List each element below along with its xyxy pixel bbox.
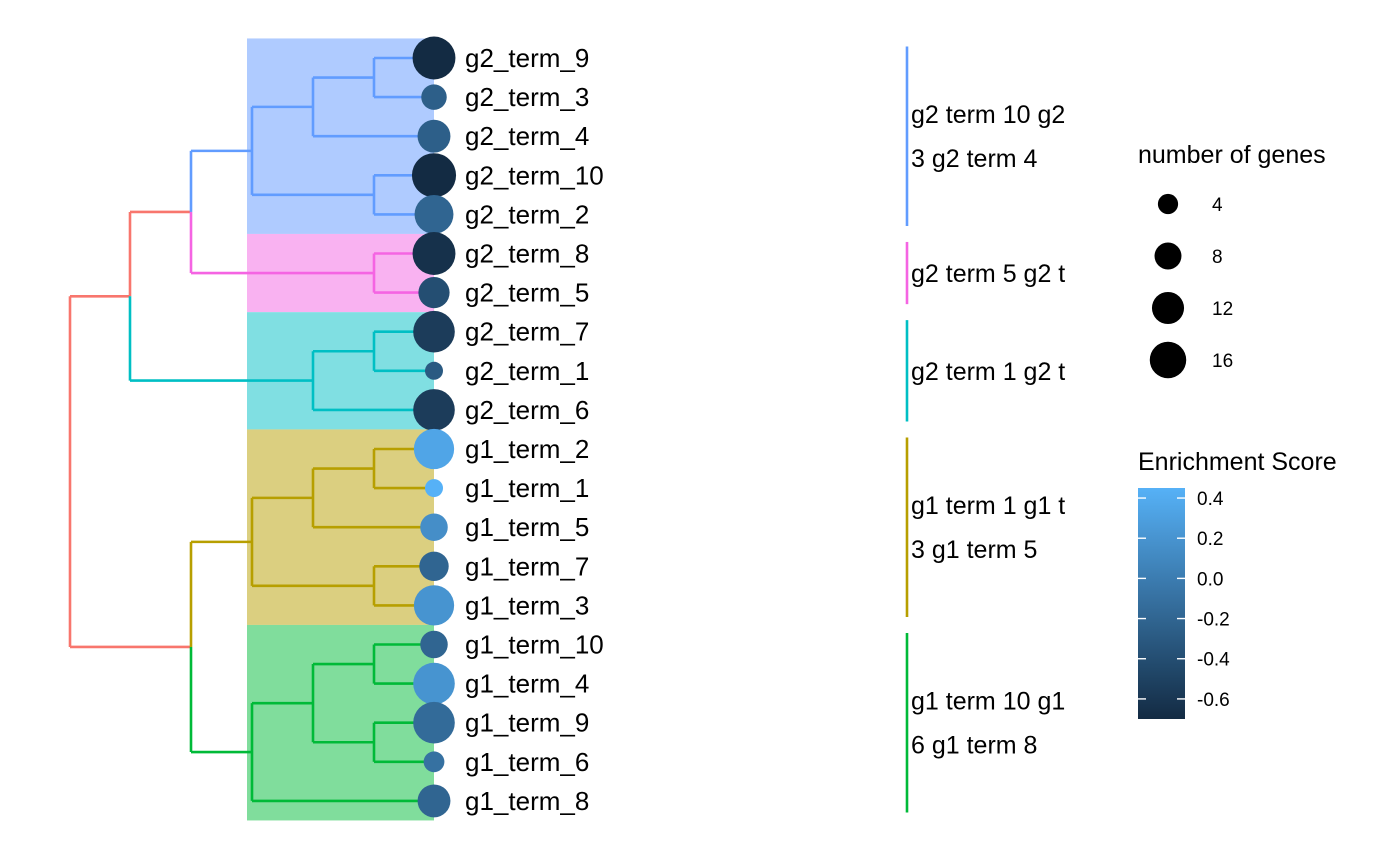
leaf-label: g2_term_6 [465, 395, 589, 425]
leaf-point [424, 361, 444, 380]
color-legend-label: -0.6 [1197, 690, 1230, 711]
leaf-point [417, 119, 451, 153]
size-legend-label: 12 [1212, 299, 1233, 320]
size-legend-title: number of genes [1138, 141, 1326, 169]
cluster-annotation-layer: g2 term 10 g2 3 g2 term 4 g2 term 5 g2 t g2… [905, 46, 1065, 813]
leaf-label: g2_term_9 [465, 43, 589, 73]
cluster-label-line: g2 term 10 g2 [911, 101, 1065, 129]
leaf-label: g2_term_3 [465, 82, 589, 112]
leaf-label: g1_term_5 [465, 512, 589, 542]
leaf-label: g1_term_1 [465, 473, 589, 503]
size-legend: number of genes 4 8 12 16 [1138, 141, 1326, 379]
leaf-point [413, 585, 455, 626]
cluster-label-line: 6 g1 term 8 [911, 732, 1037, 760]
leaf-label: g1_term_3 [465, 590, 589, 620]
leaf-label: g2_term_4 [465, 121, 589, 151]
leaf-point [413, 662, 455, 705]
size-legend-label: 8 [1212, 247, 1223, 268]
size-legend-key [1151, 291, 1185, 325]
leaf-label: g1_term_2 [465, 434, 589, 464]
leaf-point [420, 630, 448, 659]
leaf-label: g1_term_9 [465, 708, 589, 738]
leaf-label: g2_term_8 [465, 239, 589, 269]
leaf-label: g2_term_5 [465, 278, 589, 308]
color-bar [1138, 488, 1185, 719]
cluster-label-line: g2 term 1 g2 t [911, 358, 1065, 386]
size-legend-key [1154, 242, 1182, 270]
leaf-point [421, 84, 447, 110]
color-legend-label: -0.2 [1197, 610, 1230, 631]
leaf-point [413, 428, 455, 470]
leaf-label: g1_term_8 [465, 786, 589, 816]
leaf-label: g1_term_10 [465, 630, 604, 660]
cluster-label-line: g1 term 1 g1 t [911, 492, 1065, 520]
leaf-label: g2_term_1 [465, 356, 589, 386]
leaf-label: g2_term_7 [465, 317, 589, 347]
color-legend-label: -0.4 [1197, 650, 1230, 671]
leaf-label: g1_term_7 [465, 551, 589, 581]
leaf-point [413, 310, 455, 353]
leaf-point [420, 513, 448, 541]
color-legend-label: 0.4 [1197, 489, 1224, 510]
leaf-point [414, 194, 454, 234]
size-legend-label: 16 [1212, 351, 1233, 372]
size-legend-key [1157, 193, 1179, 215]
leaf-label: g1_term_6 [465, 747, 589, 777]
leaf-point [413, 701, 455, 744]
cluster-label-line: 3 g1 term 5 [911, 536, 1037, 564]
cluster-label-line: 3 g2 term 4 [911, 145, 1038, 173]
leaf-point [413, 389, 455, 431]
leaf-point [419, 551, 449, 582]
leaf-point [411, 153, 457, 198]
cluster-background-layer [247, 38, 434, 821]
leaf-point [424, 479, 444, 498]
color-legend-label: 0.0 [1197, 569, 1223, 590]
cluster-label-line: g1 term 10 g1 [911, 688, 1065, 716]
leaf-label: g2_term_10 [465, 160, 604, 190]
leaf-point [417, 784, 451, 818]
leaf-point [412, 36, 456, 80]
leaf-label: g2_term_2 [465, 199, 589, 229]
leaf-labels-layer: g2_term_9 g2_term_3 g2_term_4 g2_term_10 g2_… [465, 43, 604, 816]
leaf-point [418, 277, 450, 309]
leaf-point [423, 751, 445, 773]
points-layer [411, 36, 457, 818]
leaf-label: g1_term_4 [465, 669, 589, 699]
size-legend-label: 4 [1212, 195, 1223, 216]
color-legend-label: 0.2 [1197, 529, 1223, 550]
size-legend-key [1149, 341, 1187, 379]
color-legend-title: Enrichment Score [1138, 448, 1337, 476]
cluster-label-line: g2 term 5 g2 t [911, 260, 1065, 288]
color-legend: Enrichment Score 0.4 0.2 0.0 -0.2 -0.4 -0.6 [1138, 448, 1337, 719]
leaf-point [412, 232, 456, 275]
